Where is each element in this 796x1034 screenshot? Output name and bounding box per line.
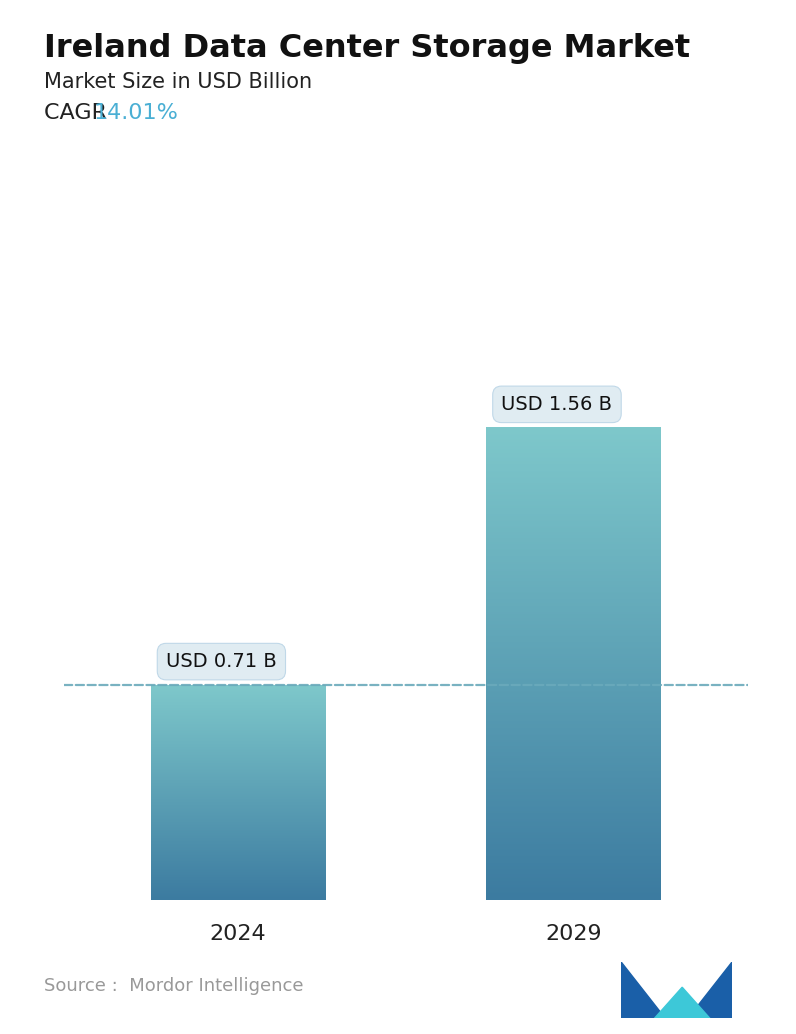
Text: CAGR: CAGR: [44, 103, 121, 123]
Text: USD 0.71 B: USD 0.71 B: [166, 652, 277, 671]
Text: Ireland Data Center Storage Market: Ireland Data Center Storage Market: [44, 33, 690, 64]
Text: 14.01%: 14.01%: [94, 103, 179, 123]
Polygon shape: [688, 962, 732, 1018]
Text: Market Size in USD Billion: Market Size in USD Billion: [44, 72, 312, 92]
Polygon shape: [621, 962, 665, 1018]
Text: Source :  Mordor Intelligence: Source : Mordor Intelligence: [44, 977, 303, 995]
Polygon shape: [654, 987, 710, 1018]
Text: USD 1.56 B: USD 1.56 B: [501, 395, 612, 414]
